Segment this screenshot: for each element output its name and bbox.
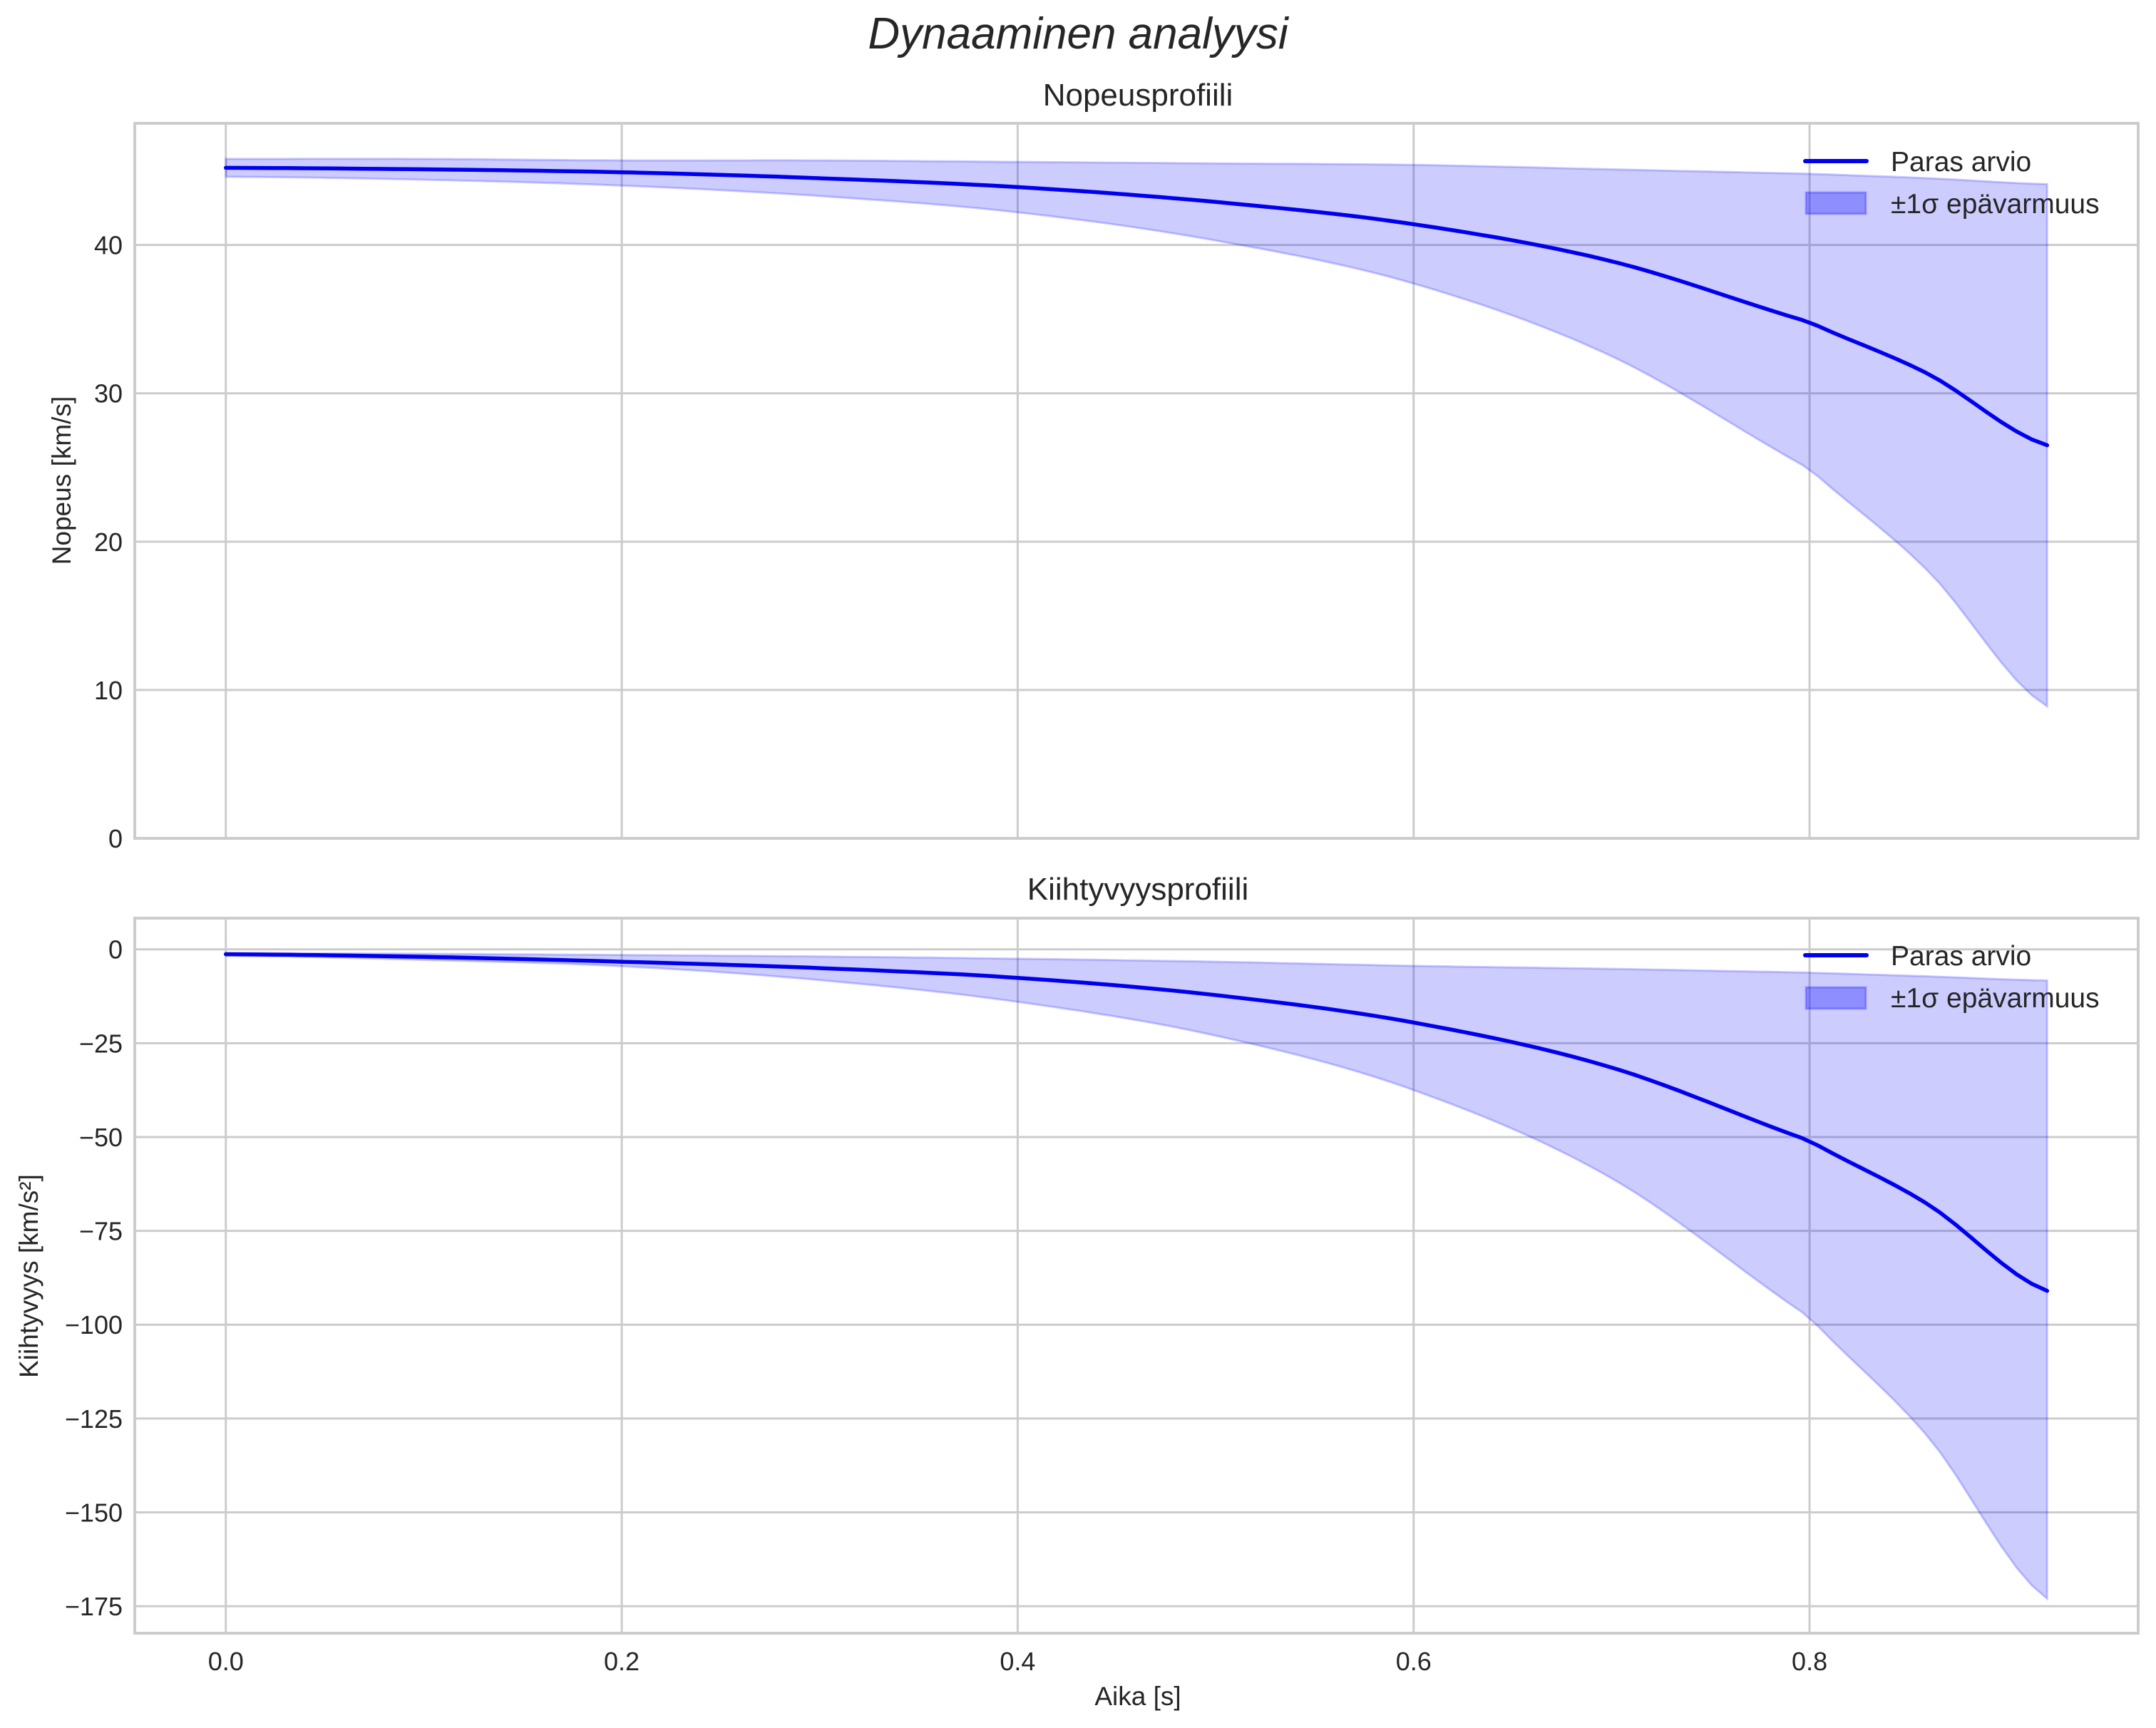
figure-suptitle: Dynaaminen analyysi xyxy=(868,9,1290,58)
panel-title: Nopeusprofiili xyxy=(1043,78,1233,113)
x-tick-label: 0.4 xyxy=(1000,1647,1035,1676)
best-estimate-line xyxy=(223,165,2050,448)
panel-acceleration: Kiihtyvyysprofiili 0 −25 −50 −75 −100 −125 −15… xyxy=(14,872,2140,1711)
x-tick-label: 0.0 xyxy=(208,1647,244,1676)
x-tick-label: 0.8 xyxy=(1792,1647,1827,1676)
uncertainty-band xyxy=(225,952,2048,1601)
grid-lines xyxy=(135,918,2138,1633)
axes-frame xyxy=(133,917,2140,1635)
legend: Paras arvio ±1σ epävarmuus xyxy=(1803,941,2100,1014)
y-tick-label: −150 xyxy=(65,1498,123,1527)
x-tick-label: 0.6 xyxy=(1396,1647,1432,1676)
y-axis-label: Kiihtyvyys [km/s²] xyxy=(14,1174,43,1378)
legend-label-uncertainty: ±1σ epävarmuus xyxy=(1891,983,2100,1014)
y-tick-label: −50 xyxy=(79,1123,123,1152)
y-axis-label: Nopeus [km/s] xyxy=(47,396,76,565)
y-tick-label: −125 xyxy=(65,1404,123,1434)
legend-band-swatch xyxy=(1805,191,1867,215)
y-tick-label: 40 xyxy=(94,231,123,260)
panel-title: Kiihtyvyysprofiili xyxy=(1027,872,1249,907)
legend-label-uncertainty: ±1σ epävarmuus xyxy=(1891,189,2100,220)
x-tick-labels: 0.0 0.2 0.4 0.6 0.8 xyxy=(208,1647,1827,1676)
y-tick-label: 0 xyxy=(108,824,123,853)
y-tick-labels: 0 −25 −50 −75 −100 −125 −150 −175 xyxy=(65,935,123,1621)
y-tick-label: −175 xyxy=(65,1592,123,1621)
legend: Paras arvio ±1σ epävarmuus xyxy=(1803,147,2100,220)
axes-frame xyxy=(133,122,2140,840)
legend-band-swatch xyxy=(1805,986,1867,1010)
legend-label-best-estimate: Paras arvio xyxy=(1891,941,2031,972)
legend-label-best-estimate: Paras arvio xyxy=(1891,147,2031,178)
uncertainty-band xyxy=(225,158,2048,709)
x-axis-label: Aika [s] xyxy=(1094,1682,1181,1711)
best-estimate-line xyxy=(223,952,2050,1293)
x-tick-label: 0.2 xyxy=(604,1647,640,1676)
plot-area xyxy=(223,158,2050,709)
y-tick-label: 30 xyxy=(94,379,123,408)
panel-velocity: Nopeusprofiili 0 10 20 30 40 Nopeus [km/s] P… xyxy=(47,78,2140,853)
plot-area xyxy=(223,952,2050,1601)
y-tick-label: 10 xyxy=(94,676,123,705)
y-tick-label: 20 xyxy=(94,528,123,557)
y-tick-label: −100 xyxy=(65,1310,123,1339)
y-tick-label: −75 xyxy=(79,1217,123,1246)
y-tick-labels: 0 10 20 30 40 xyxy=(94,231,123,853)
y-tick-label: 0 xyxy=(108,935,123,965)
y-tick-label: −25 xyxy=(79,1029,123,1058)
